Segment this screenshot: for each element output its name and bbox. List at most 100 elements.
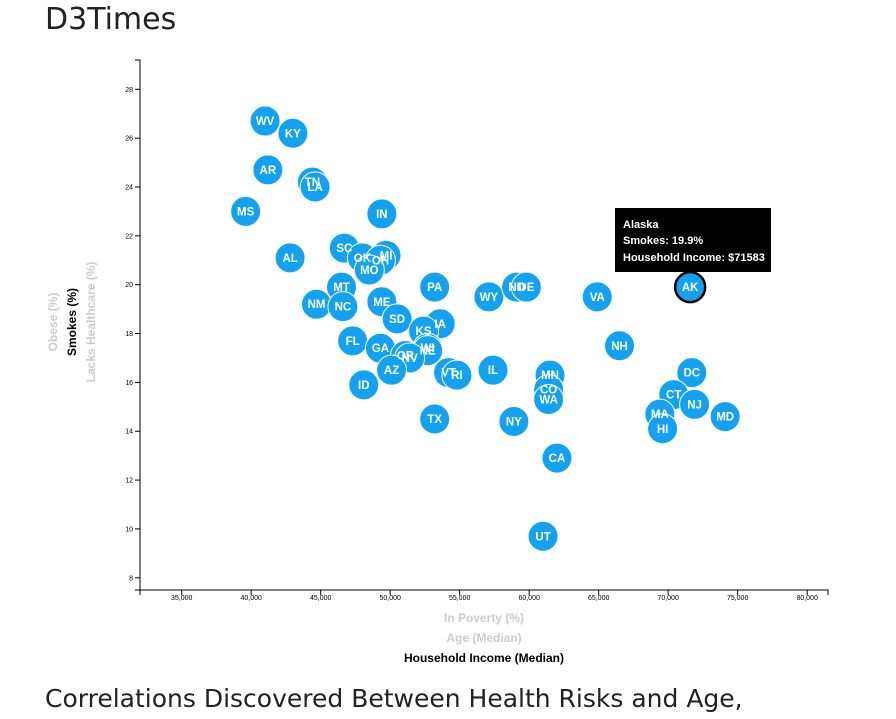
y-axis-label-option[interactable]: Obese (%)	[46, 293, 60, 352]
state-abbr-label: ID	[358, 380, 370, 392]
state-marker-in[interactable]	[366, 198, 398, 230]
tooltip-state: Alaska	[623, 219, 659, 231]
state-abbr-label: AZ	[384, 365, 399, 377]
y-axis-label-option[interactable]: Smokes (%)	[65, 288, 79, 356]
tooltip-income: Household Income: $71583	[623, 252, 765, 264]
x-axis-label-option[interactable]: Age (Median)	[446, 631, 521, 645]
state-abbr-label: NH	[611, 341, 628, 353]
state-marker-ri[interactable]	[441, 359, 473, 391]
state-abbr-label: NV	[402, 353, 418, 365]
state-abbr-label: WA	[539, 394, 558, 406]
state-marker-ar[interactable]	[252, 154, 284, 186]
state-abbr-label: NM	[308, 299, 326, 311]
x-tick-label: 75,000	[727, 595, 749, 602]
y-axis-labels: Obese (%) Smokes (%) Lacks Healthcare (%)	[46, 262, 98, 383]
y-tick-label: 22	[125, 233, 133, 240]
state-marker-nj[interactable]	[679, 388, 711, 420]
y-tick-label: 8	[129, 575, 133, 582]
state-marker-ky[interactable]	[277, 117, 309, 149]
state-abbr-label: CT	[666, 390, 681, 402]
state-abbr-label: MS	[237, 206, 255, 218]
y-tick-label: 10	[125, 526, 133, 533]
footer-heading: Correlations Discovered Between Health R…	[45, 684, 743, 713]
state-marker-nc[interactable]	[327, 291, 359, 323]
state-marker-il[interactable]	[477, 354, 509, 386]
y-tick-label: 16	[125, 380, 133, 387]
y-axis-label-option[interactable]: Lacks Healthcare (%)	[84, 262, 98, 383]
state-marker-pa[interactable]	[419, 271, 451, 303]
state-abbr-label: NC	[335, 302, 352, 314]
state-marker-va[interactable]	[581, 281, 613, 313]
state-abbr-label: IN	[376, 209, 388, 221]
state-abbr-label: KS	[416, 326, 432, 338]
y-tick-label: 18	[125, 331, 133, 338]
tooltip-smokes: Smokes: 19.9%	[623, 235, 704, 247]
x-tick-label: 35,000	[171, 595, 193, 602]
state-abbr-label: SC	[336, 243, 352, 255]
x-tick-label: 45,000	[310, 595, 332, 602]
state-abbr-label: RI	[451, 370, 463, 382]
state-abbr-label: KY	[285, 128, 301, 140]
state-abbr-label: AK	[682, 282, 699, 294]
state-abbr-label: CA	[549, 453, 566, 465]
x-axis-line	[139, 589, 829, 595]
state-marker-ms[interactable]	[230, 195, 262, 227]
y-axis-line	[135, 59, 141, 591]
state-abbr-label: MI	[380, 250, 393, 262]
state-marker-ut[interactable]	[527, 520, 559, 552]
state-abbr-label: WY	[480, 292, 499, 304]
state-abbr-label: VT	[441, 368, 456, 380]
x-axis-label-option[interactable]: Household Income (Median)	[404, 651, 564, 665]
state-abbr-label: OH	[372, 255, 389, 267]
state-abbr-label: UT	[535, 531, 550, 543]
y-axis: 8 10 12 14 16 18 20 22 24 26 28	[125, 59, 141, 591]
state-marker-de[interactable]	[510, 271, 542, 303]
state-abbr-label: ND	[508, 282, 525, 294]
state-marker-wy[interactable]	[473, 281, 505, 313]
state-marker-la[interactable]	[299, 171, 331, 203]
x-axis-label-option[interactable]: In Poverty (%)	[444, 611, 524, 625]
state-marker-tx[interactable]	[419, 403, 451, 435]
state-abbr-label: OR	[397, 351, 415, 363]
state-abbr-label: OK	[354, 253, 372, 265]
state-abbr-label: MN	[541, 370, 559, 382]
state-marker-az[interactable]	[376, 354, 408, 386]
page-title: D3Times	[45, 2, 177, 37]
state-abbr-label: NY	[506, 416, 522, 428]
state-marker-id[interactable]	[348, 369, 380, 401]
state-marker-ca[interactable]	[541, 442, 573, 474]
state-abbr-label: PA	[427, 282, 442, 294]
y-tick-label: 20	[125, 282, 133, 289]
state-abbr-label: AL	[282, 253, 297, 265]
x-axis-labels: In Poverty (%) Age (Median) Household Inco…	[404, 611, 564, 665]
x-tick-label: 65,000	[588, 595, 610, 602]
state-marker-al[interactable]	[274, 242, 306, 274]
state-marker-wa[interactable]	[533, 383, 565, 415]
state-marker-sd[interactable]	[381, 303, 413, 335]
state-marker-hi[interactable]	[647, 413, 679, 445]
state-abbr-label: HI	[657, 424, 669, 436]
state-marker-md[interactable]	[709, 401, 741, 433]
state-abbr-label: IA	[434, 319, 446, 331]
state-marker-wv[interactable]	[249, 105, 281, 137]
state-abbr-label: MA	[651, 409, 669, 421]
x-tick-label: 80,000	[796, 595, 818, 602]
state-abbr-label: VA	[590, 292, 605, 304]
x-tick-label: 60,000	[518, 595, 540, 602]
scatter-chart: 8 10 12 14 16 18 20 22 24 26 28 35,000 40,000 45,000…	[46, 59, 829, 665]
state-abbr-label: TN	[305, 177, 320, 189]
state-abbr-label: LA	[307, 182, 322, 194]
state-abbr-label: GA	[372, 343, 389, 355]
state-abbr-label: DE	[518, 282, 534, 294]
state-marker-ak[interactable]	[673, 270, 707, 304]
state-marker-ny[interactable]	[498, 405, 530, 437]
state-abbr-label: MT	[333, 282, 350, 294]
state-abbr-label: NJ	[687, 399, 702, 411]
state-abbr-label: SD	[389, 314, 405, 326]
state-marker-nh[interactable]	[604, 330, 636, 362]
y-tick-label: 28	[125, 87, 133, 94]
state-marker-mo[interactable]	[353, 254, 385, 286]
state-marker-dc[interactable]	[676, 357, 708, 389]
y-tick-label: 26	[125, 136, 133, 143]
